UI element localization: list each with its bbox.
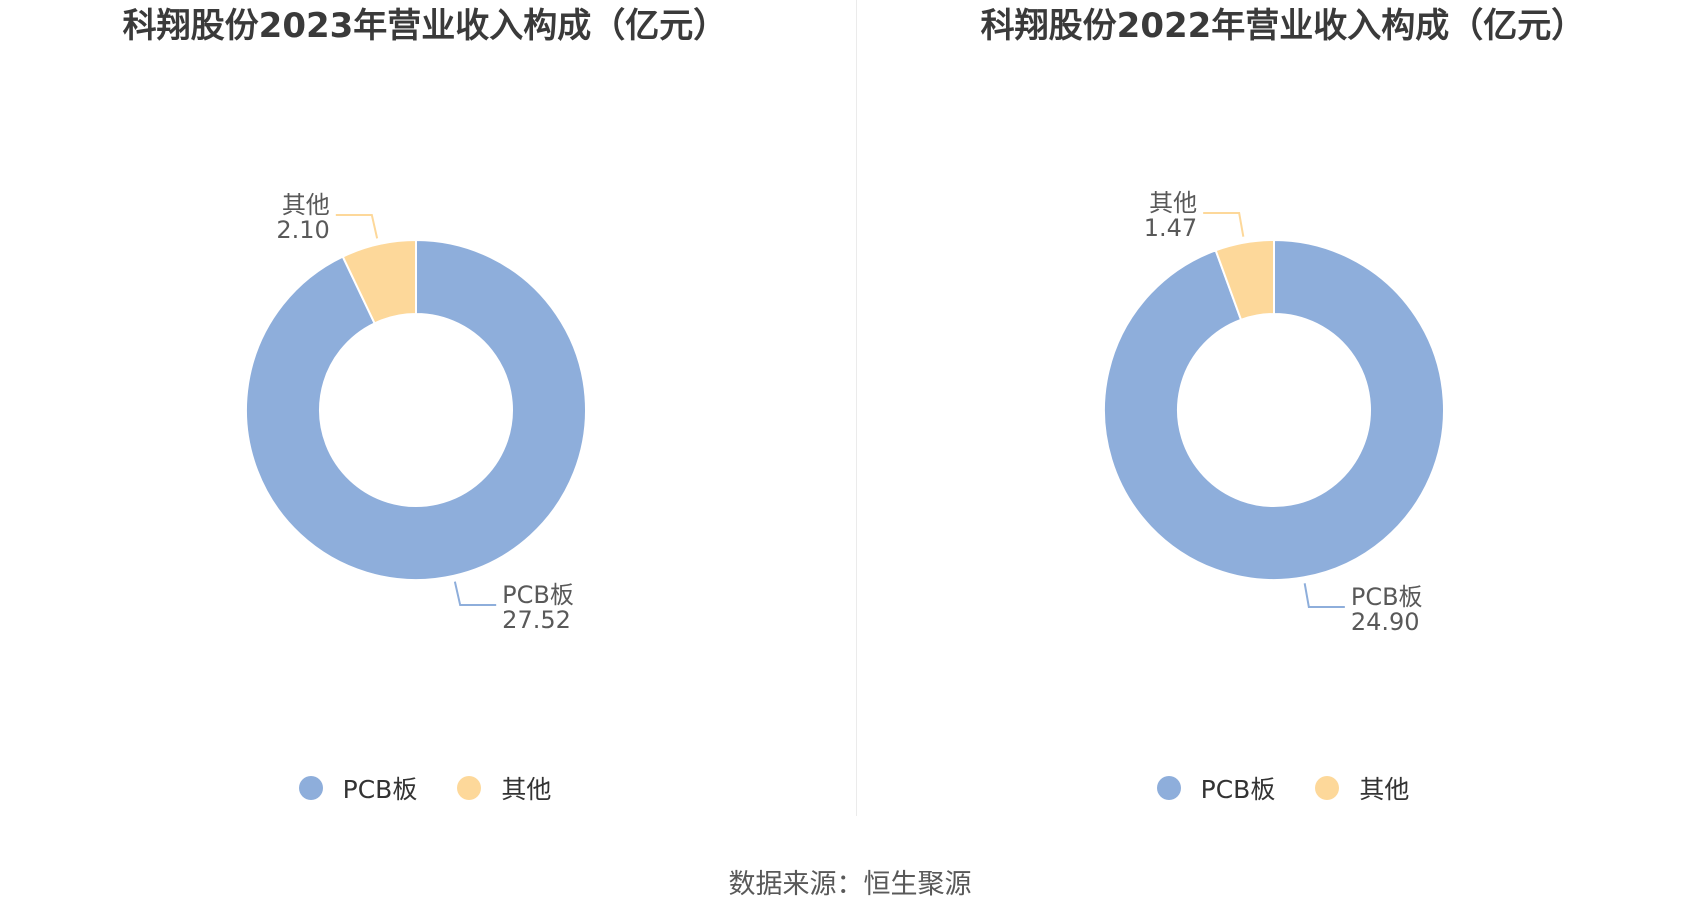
legend-label-pcb: PCB板: [342, 775, 418, 804]
donut-slice-other[interactable]: [1214, 238, 1275, 322]
panel-divider: [856, 0, 857, 816]
slice-category-label-pcb: PCB板: [502, 581, 574, 609]
legend-item-pcb[interactable]: PCB板: [1156, 770, 1276, 806]
leader-line-other: [1203, 212, 1245, 237]
legend-dot-other: [457, 776, 482, 800]
data-source-note: 数据来源：恒生聚源: [728, 869, 972, 900]
legend-label-other: 其他: [501, 775, 552, 804]
legend-dot-pcb: [1156, 776, 1181, 800]
slice-category-label-other: 其他: [1149, 189, 1197, 217]
legend-item-other[interactable]: 其他: [457, 770, 551, 806]
legend-dot-pcb: [298, 776, 323, 800]
donut-slice-pcb[interactable]: [245, 238, 587, 581]
legend-label-pcb: PCB板: [1200, 775, 1276, 804]
slice-value-label-other: 2.10: [276, 216, 329, 244]
legend-2023: PCB板 其他: [0, 770, 850, 806]
leader-line-pcb: [453, 581, 497, 607]
legend-dot-other: [1315, 776, 1340, 800]
legend-item-pcb[interactable]: PCB板: [298, 770, 418, 806]
legend-2022: PCB板 其他: [858, 770, 1700, 806]
donut-slice-pcb[interactable]: [1103, 238, 1445, 581]
chart-title-2023: 科翔股份2023年营业收入构成（亿元）: [122, 6, 728, 46]
slice-value-label-pcb: 24.90: [1351, 608, 1420, 636]
chart-panel-2022: 科翔股份2022年营业收入构成（亿元） PCB板 24.90 其他 1.47 PCB板…: [858, 0, 1700, 820]
chart-panel-2023: 科翔股份2023年营业收入构成（亿元） PCB板 27.52 其他 2.10 PCB板…: [0, 0, 850, 820]
slice-category-label-pcb: PCB板: [1351, 583, 1423, 611]
leader-line-other: [335, 213, 379, 239]
slice-category-label-other: 其他: [282, 191, 330, 219]
legend-label-other: 其他: [1359, 775, 1410, 804]
leader-line-pcb: [1303, 583, 1345, 608]
donut-slice-other[interactable]: [341, 238, 417, 325]
slice-value-label-pcb: 27.52: [502, 606, 571, 634]
chart-title-2022: 科翔股份2022年营业收入构成（亿元）: [980, 6, 1586, 46]
slice-value-label-other: 1.47: [1144, 214, 1197, 242]
legend-item-other[interactable]: 其他: [1315, 770, 1409, 806]
